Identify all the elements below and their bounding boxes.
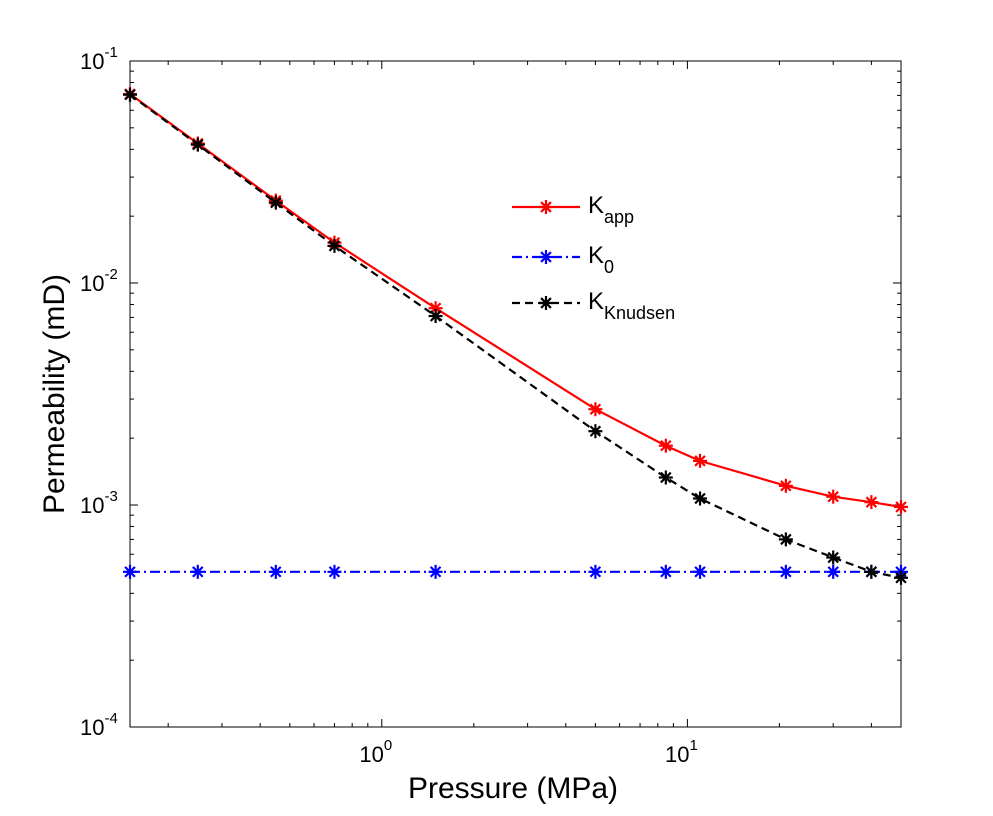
data-point: [826, 550, 841, 565]
data-point: [588, 424, 603, 439]
data-point: [693, 564, 708, 579]
legend-marker: [539, 250, 553, 264]
data-point: [778, 478, 793, 493]
data-point: [190, 564, 205, 579]
data-point: [864, 564, 879, 579]
data-point: [123, 87, 137, 102]
data-point: [327, 238, 342, 253]
legend-marker: [539, 296, 553, 310]
data-point: [894, 499, 908, 514]
legend: Kapp K0 KKnudsen: [512, 192, 675, 323]
data-point: [268, 195, 283, 210]
plot-area: [129, 60, 902, 728]
data-point: [658, 564, 673, 579]
data-point: [826, 564, 841, 579]
y-tick-label: 10-1: [80, 44, 118, 74]
series-line: [129, 93, 902, 579]
series-k-knudsen: [123, 87, 908, 585]
legend-entry: KKnudsen: [512, 288, 675, 323]
data-point: [693, 491, 708, 506]
data-point: [894, 570, 908, 585]
series-layer: [123, 87, 908, 585]
legend-marker: [539, 200, 553, 214]
y-axis-title: Permeability (mD): [38, 274, 71, 514]
data-point: [864, 495, 879, 510]
legend-label: Kapp: [588, 192, 634, 227]
legend-label: KKnudsen: [588, 288, 675, 323]
major-ticks: 100 101 10-4 10-3 10-2 10-1: [80, 44, 901, 767]
data-point: [190, 137, 205, 152]
series-k-0: [123, 564, 908, 579]
x-tick-label: 101: [665, 737, 698, 767]
data-point: [588, 564, 603, 579]
legend-label: K0: [588, 242, 614, 277]
data-point: [428, 309, 443, 324]
x-tick-label: 100: [359, 737, 392, 767]
data-point: [778, 564, 793, 579]
minor-ticks: [130, 61, 901, 727]
data-point: [658, 470, 673, 485]
data-point: [123, 564, 137, 579]
y-tick-label: 10-4: [80, 710, 118, 740]
data-point: [588, 402, 603, 417]
data-point: [327, 564, 342, 579]
x-axis-title: Pressure (MPa): [408, 772, 618, 805]
data-point: [693, 453, 708, 468]
data-point: [826, 489, 841, 504]
data-point: [658, 438, 673, 453]
y-tick-label: 10-3: [80, 488, 118, 518]
legend-entry: Kapp: [512, 192, 634, 227]
data-point: [778, 532, 793, 547]
data-point: [428, 564, 443, 579]
data-point: [268, 564, 283, 579]
legend-entry: K0: [512, 242, 614, 277]
y-tick-label: 10-2: [80, 266, 118, 296]
